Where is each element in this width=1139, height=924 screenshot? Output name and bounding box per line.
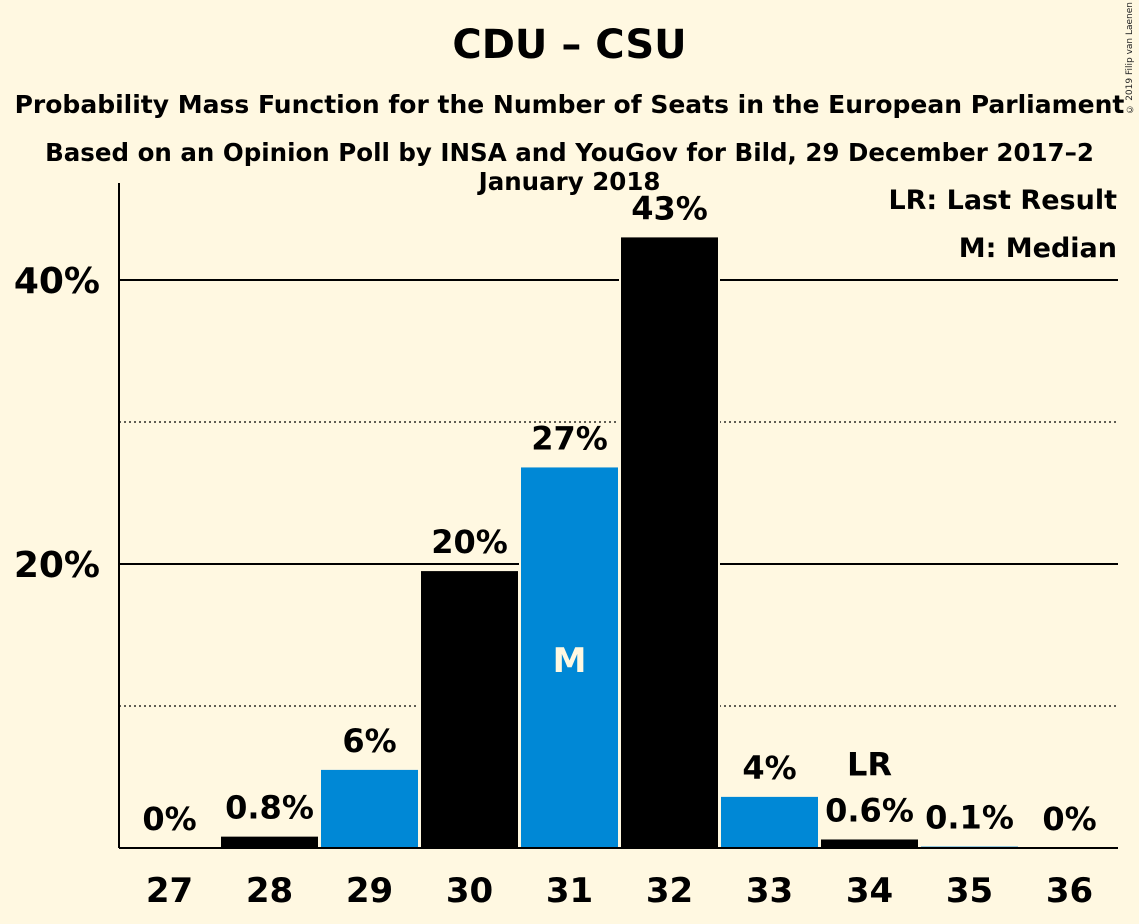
bar <box>721 796 818 848</box>
bar-value-label: 0.8% <box>225 789 314 827</box>
bar-value-label: 0% <box>1042 800 1096 838</box>
bar <box>421 571 518 848</box>
bar <box>321 769 418 848</box>
x-tick-label: 31 <box>546 871 593 911</box>
x-tick-label: 34 <box>846 871 893 911</box>
x-tick-label: 36 <box>1046 871 1093 911</box>
chart-source-subtitle: Based on an Opinion Poll by INSA and You… <box>45 138 1094 196</box>
legend-last-result: LR: Last Result <box>888 185 1117 216</box>
x-tick-label: 29 <box>346 871 393 911</box>
bar-value-label: 27% <box>531 419 608 457</box>
x-tick-label: 30 <box>446 871 493 911</box>
y-tick-label: 40% <box>14 261 100 302</box>
chart-subtitle: Probability Mass Function for the Number… <box>14 90 1125 119</box>
bar-gap <box>919 844 1020 848</box>
bar-value-label: 0% <box>142 800 196 838</box>
bar-value-label: 0.1% <box>925 799 1014 837</box>
bar-value-label: 0.6% <box>825 791 914 829</box>
x-tick-label: 35 <box>946 871 993 911</box>
chart-title: CDU – CSU <box>452 22 687 68</box>
bar <box>621 237 718 848</box>
bar <box>521 467 618 848</box>
x-tick-label: 27 <box>146 871 193 911</box>
x-tick-label: 28 <box>246 871 293 911</box>
y-tick-label: 20% <box>14 545 100 586</box>
x-tick-label: 33 <box>746 871 793 911</box>
bar-value-label: 43% <box>631 189 708 227</box>
legend-median: M: Median <box>959 233 1117 264</box>
bar <box>221 836 318 848</box>
bar-value-label: 20% <box>431 523 508 561</box>
bar <box>821 839 918 848</box>
x-tick-label: 32 <box>646 871 693 911</box>
last-result-marker: LR <box>847 745 892 783</box>
bar-value-label: 6% <box>342 722 396 760</box>
bar-value-label: 4% <box>742 749 796 787</box>
median-marker: M <box>553 641 587 681</box>
